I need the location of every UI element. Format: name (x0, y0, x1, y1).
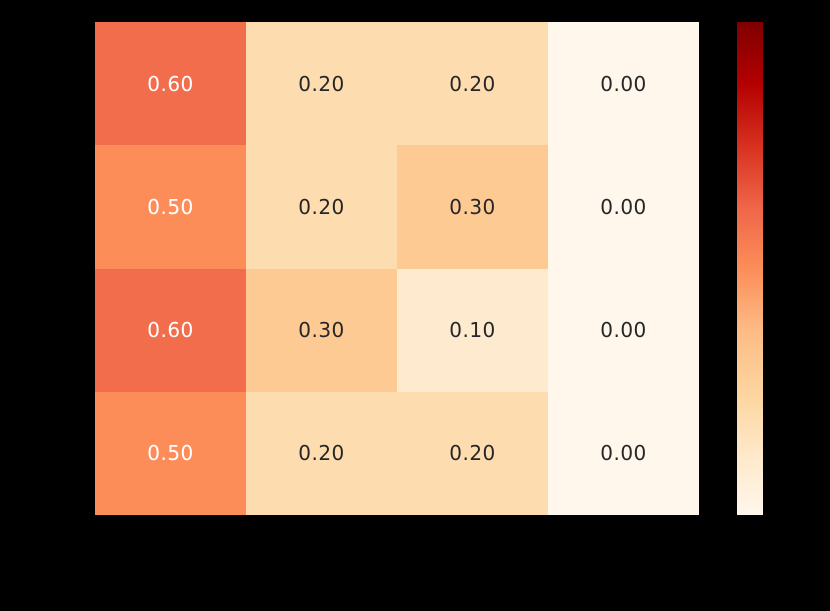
heatmap-cell-value: 0.30 (298, 318, 345, 343)
heatmap-cell: 0.30 (397, 145, 548, 269)
heatmap-cell: 0.20 (246, 22, 397, 146)
x-axis-tick (471, 515, 474, 521)
heatmap-cell: 0.60 (95, 22, 246, 146)
heatmap-grid: 0.60 0.20 0.20 0.00 0.50 0.20 0.30 0.00 0.60 0.30… (95, 22, 699, 515)
heatmap-cell-value: 0.00 (600, 318, 647, 343)
heatmap-cell-value: 0.50 (147, 194, 194, 219)
heatmap-cell-value: 0.60 (147, 318, 194, 343)
x-axis-tick (320, 515, 323, 521)
colorbar-gradient (737, 22, 763, 515)
heatmap-cell-value: 0.60 (147, 71, 194, 96)
y-axis-tick (89, 329, 95, 332)
heatmap-cell: 0.60 (95, 268, 246, 392)
heatmap-cell-value: 0.20 (298, 71, 345, 96)
x-axis-tick (169, 515, 172, 521)
heatmap-cell-value: 0.00 (600, 441, 647, 466)
heatmap-cell: 0.00 (548, 268, 699, 392)
colorbar-tick (763, 514, 769, 516)
colorbar-tick (763, 119, 769, 122)
heatmap-cell: 0.10 (397, 268, 548, 392)
heatmap-cell: 0.00 (548, 391, 699, 515)
heatmap-cell: 0.00 (548, 145, 699, 269)
heatmap-cell-value: 0.00 (600, 71, 647, 96)
colorbar-tick (763, 316, 769, 319)
heatmap-cell: 0.00 (548, 22, 699, 146)
heatmap-cell-value: 0.20 (449, 71, 496, 96)
heatmap-cell: 0.50 (95, 145, 246, 269)
heatmap-cell: 0.30 (246, 268, 397, 392)
colorbar-tick (763, 218, 769, 221)
heatmap-cell: 0.50 (95, 391, 246, 515)
colorbar-tick (763, 21, 769, 23)
heatmap-cell-value: 0.00 (600, 194, 647, 219)
heatmap-cell: 0.20 (246, 391, 397, 515)
y-axis-tick (89, 452, 95, 455)
heatmap-cell: 0.20 (397, 22, 548, 146)
heatmap-cell-value: 0.20 (449, 441, 496, 466)
y-axis-tick (89, 205, 95, 208)
heatmap-cell-value: 0.20 (298, 194, 345, 219)
heatmap-cell: 0.20 (246, 145, 397, 269)
colorbar-tick (763, 415, 769, 418)
y-axis-tick (89, 82, 95, 85)
heatmap-cell-value: 0.30 (449, 194, 496, 219)
heatmap-cell-value: 0.50 (147, 441, 194, 466)
heatmap-cell-value: 0.20 (298, 441, 345, 466)
heatmap-cell-value: 0.10 (449, 318, 496, 343)
heatmap-cell: 0.20 (397, 391, 548, 515)
x-axis-tick (622, 515, 625, 521)
